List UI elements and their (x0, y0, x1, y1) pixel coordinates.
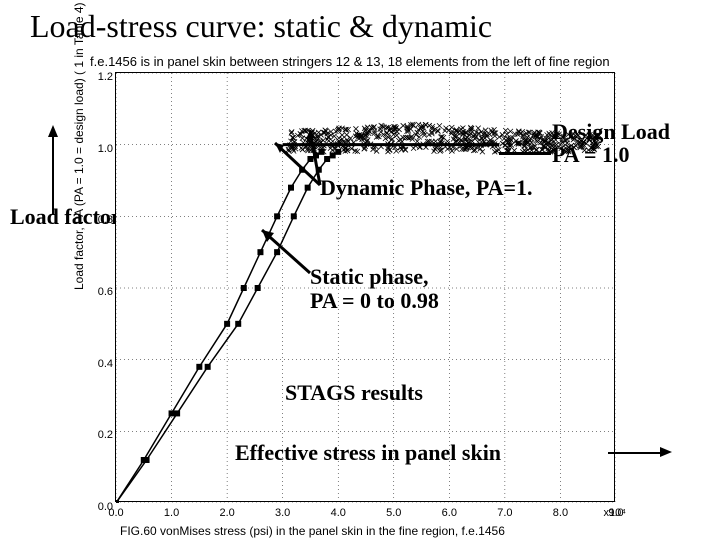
y-tick-label: 1.2 (91, 71, 113, 83)
y-tick-label: 1.0 (91, 143, 113, 155)
x-tick-label: 3.0 (275, 507, 290, 519)
x-tick-label: 2.0 (219, 507, 234, 519)
chart-subtitle: f.e.1456 is in panel skin between string… (90, 54, 610, 69)
effective-stress-text: Effective stress in panel skin (235, 440, 501, 465)
yaxis-up-arrow-shaft (52, 135, 54, 215)
y-tick-label: 0.8 (91, 214, 113, 226)
x-tick-label: 8.0 (553, 507, 568, 519)
x-tick-label: 6.0 (442, 507, 457, 519)
stags-results-text: STAGS results (285, 380, 423, 405)
design-load-annotation-l2: PA = 1.0 (552, 143, 670, 166)
y-tick-label: 0.6 (91, 286, 113, 298)
y-tick-label: 0.2 (91, 429, 113, 441)
xaxis-right-arrow-shaft (608, 452, 663, 454)
page-title: Load-stress curve: static & dynamic (30, 8, 492, 45)
design-load-annotation-l1: Design Load (552, 120, 670, 143)
y-tick-label: 0.4 (91, 358, 113, 370)
x-tick-label: 9.0 (608, 507, 623, 519)
design-load-line (499, 152, 551, 155)
dynamic-phase-callout (270, 125, 400, 195)
x-tick-label: 7.0 (497, 507, 512, 519)
effective-stress-annotation: Effective stress in panel skin (235, 440, 501, 466)
stags-results-annotation: STAGS results (285, 380, 423, 406)
x-tick-label: 1.0 (164, 507, 179, 519)
figure-caption: FIG.60 vonMises stress (psi) in the pane… (120, 524, 505, 538)
xaxis-right-arrow-head (660, 447, 672, 457)
x-tick-label: 4.0 (331, 507, 346, 519)
x-tick-label: 5.0 (386, 507, 401, 519)
static-phase-annotation-l2: PA = 0 to 0.98 (310, 289, 439, 313)
yaxis-up-arrow-head (48, 125, 58, 137)
x-tick-label: 0.0 (108, 507, 123, 519)
static-phase-callout (250, 218, 330, 288)
y-axis-label: Load factor, PA (PA = 1.0 = design load)… (72, 2, 86, 290)
design-load-annotation: Design Load PA = 1.0 (552, 120, 670, 166)
